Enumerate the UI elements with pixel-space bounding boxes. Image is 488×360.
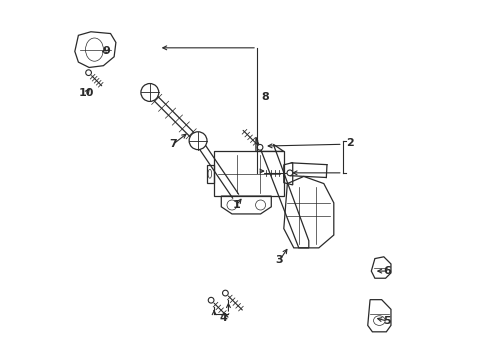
- Circle shape: [189, 132, 206, 150]
- Text: 2: 2: [346, 138, 353, 148]
- Circle shape: [85, 70, 91, 76]
- Text: 1: 1: [232, 200, 240, 210]
- Circle shape: [286, 170, 292, 176]
- Circle shape: [222, 290, 228, 296]
- Circle shape: [208, 297, 214, 303]
- Text: 8: 8: [261, 92, 268, 102]
- Circle shape: [141, 84, 159, 102]
- Text: 5: 5: [383, 316, 390, 326]
- Text: 4: 4: [219, 312, 226, 323]
- Text: 10: 10: [79, 88, 94, 98]
- Text: 3: 3: [275, 255, 283, 265]
- Text: 7: 7: [169, 139, 177, 149]
- Circle shape: [257, 144, 263, 150]
- Text: 9: 9: [102, 46, 110, 56]
- Text: 6: 6: [383, 266, 390, 276]
